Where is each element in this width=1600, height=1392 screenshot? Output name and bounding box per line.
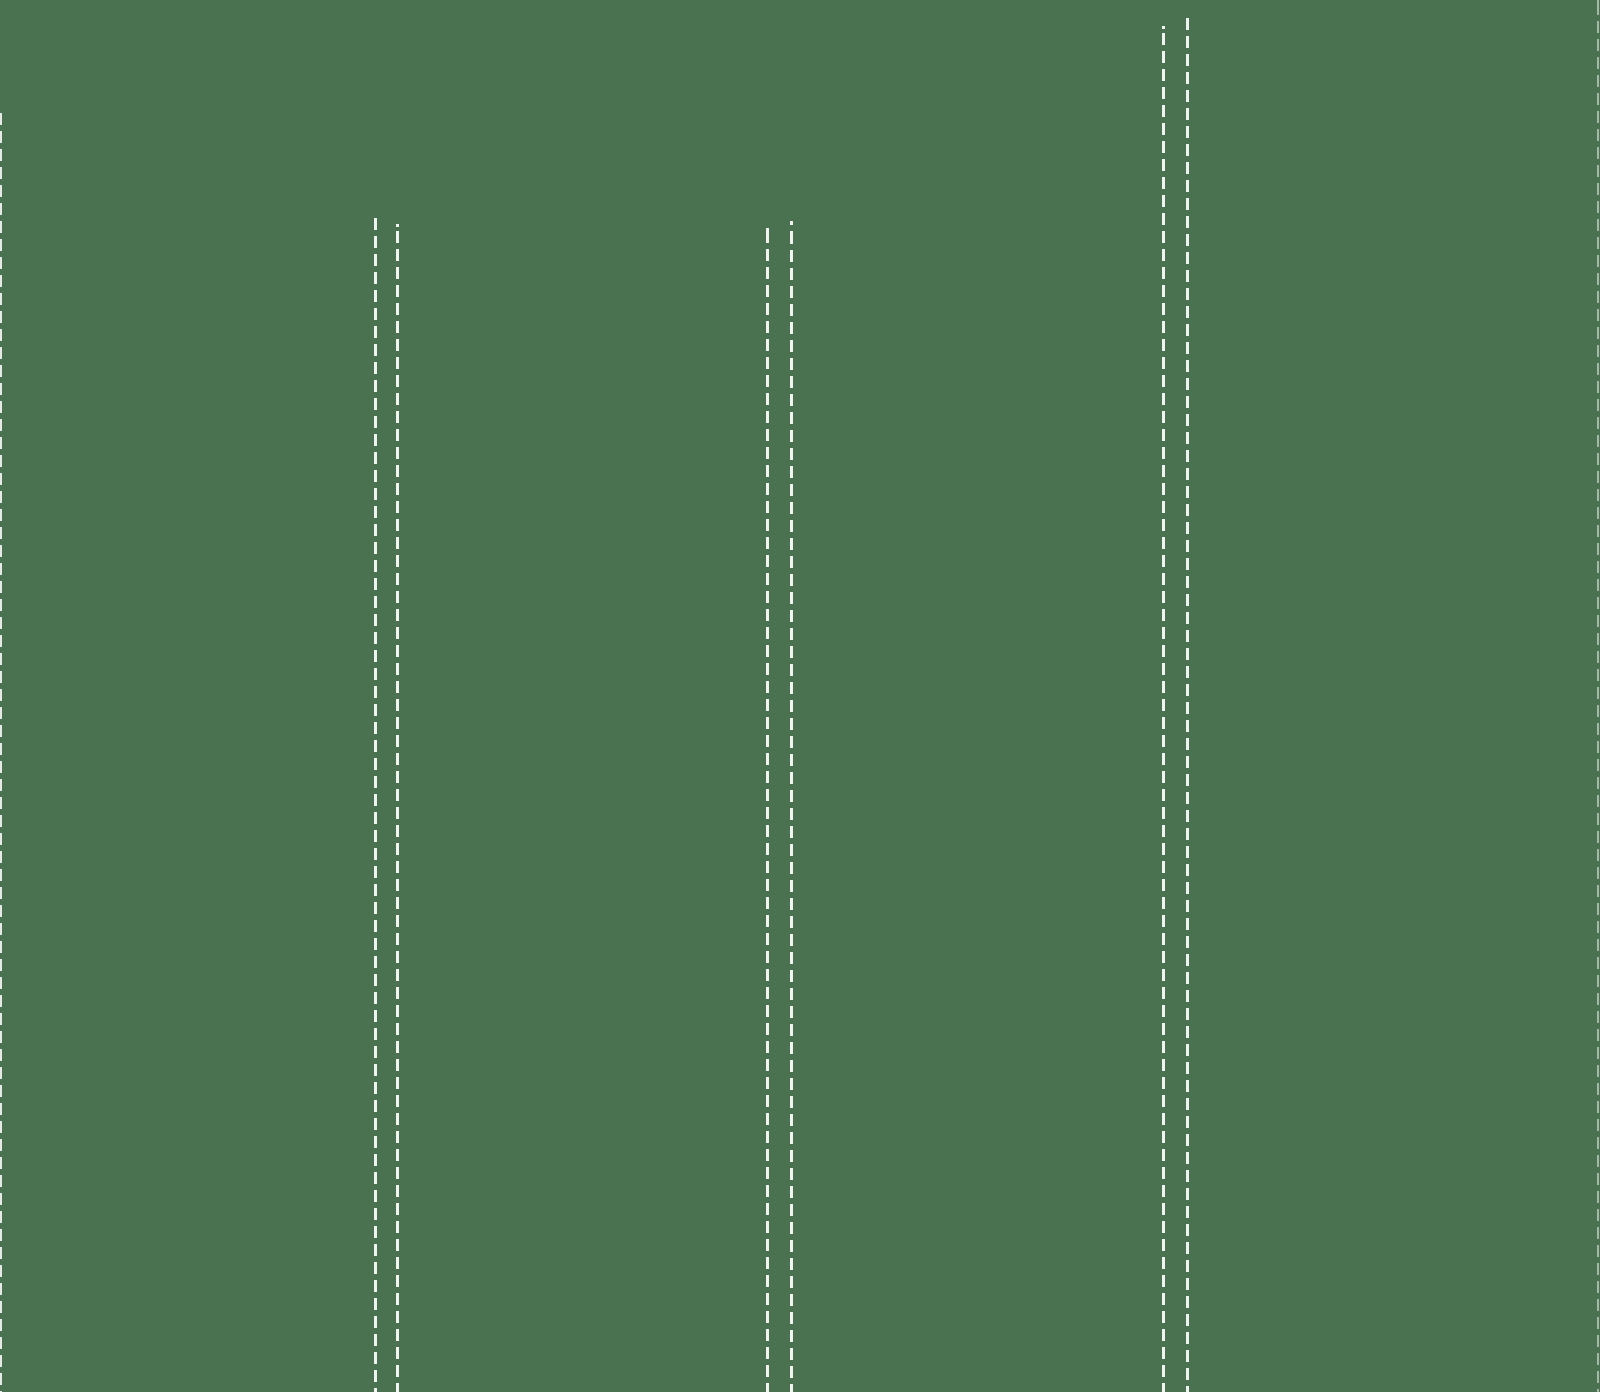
dashed-vertical-line (1597, 0, 1599, 1392)
